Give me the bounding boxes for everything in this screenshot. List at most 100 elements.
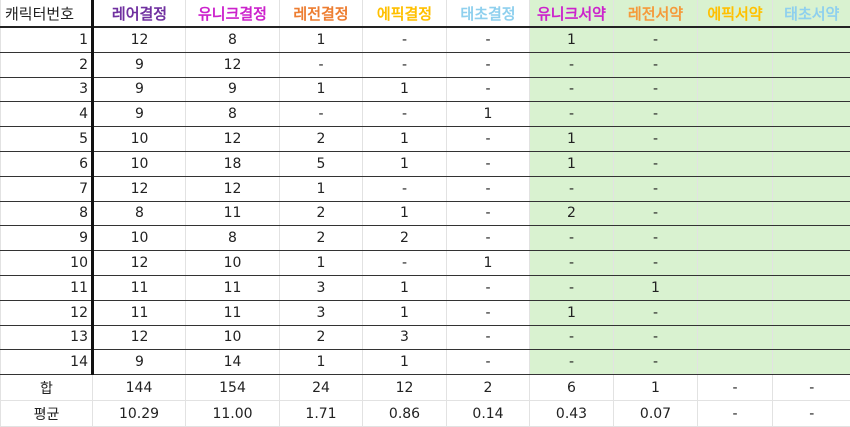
- cell-unique-crystal[interactable]: 18: [186, 151, 280, 176]
- cell-unique-crystal[interactable]: 12: [186, 176, 280, 201]
- cell-legend-crystal[interactable]: 1.71: [280, 401, 363, 427]
- cell-unique-crystal[interactable]: 8: [186, 27, 280, 52]
- cell-unique-pledge[interactable]: -: [530, 176, 614, 201]
- cell-unique-crystal[interactable]: 11: [186, 275, 280, 300]
- cell-unique-crystal[interactable]: 12: [186, 127, 280, 152]
- header-unique-crystal[interactable]: 유니크결정: [186, 0, 280, 27]
- header-epic-pledge[interactable]: 에픽서약: [698, 0, 773, 27]
- cell-primal-crystal[interactable]: 2: [447, 375, 530, 401]
- cell-primal-crystal[interactable]: -: [447, 275, 530, 300]
- cell-epic-pledge[interactable]: [698, 102, 773, 127]
- cell-unique-pledge[interactable]: 1: [530, 127, 614, 152]
- cell-primal-pledge[interactable]: [773, 102, 850, 127]
- cell-legend-crystal[interactable]: 24: [280, 375, 363, 401]
- cell-epic-crystal[interactable]: 1: [363, 77, 447, 102]
- cell-primal-pledge[interactable]: -: [773, 375, 850, 401]
- cell-unique-pledge[interactable]: -: [530, 251, 614, 276]
- cell-unique-pledge[interactable]: -: [530, 275, 614, 300]
- cell-character-number[interactable]: 3: [1, 77, 93, 102]
- cell-legend-pledge[interactable]: -: [614, 27, 698, 52]
- cell-legend-pledge[interactable]: -: [614, 77, 698, 102]
- cell-primal-pledge[interactable]: [773, 151, 850, 176]
- cell-legend-crystal[interactable]: 5: [280, 151, 363, 176]
- cell-legend-crystal[interactable]: -: [280, 102, 363, 127]
- cell-legend-pledge[interactable]: -: [614, 127, 698, 152]
- cell-unique-crystal[interactable]: 154: [186, 375, 280, 401]
- cell-character-number[interactable]: 1: [1, 27, 93, 52]
- cell-unique-pledge[interactable]: 0.43: [530, 401, 614, 427]
- cell-primal-pledge[interactable]: [773, 176, 850, 201]
- cell-epic-crystal[interactable]: -: [363, 27, 447, 52]
- cell-epic-pledge[interactable]: [698, 275, 773, 300]
- cell-unique-crystal[interactable]: 12: [186, 52, 280, 77]
- cell-unique-crystal[interactable]: 8: [186, 226, 280, 251]
- cell-character-number[interactable]: 12: [1, 300, 93, 325]
- cell-epic-crystal[interactable]: -: [363, 102, 447, 127]
- cell-primal-pledge[interactable]: [773, 127, 850, 152]
- cell-character-number[interactable]: 8: [1, 201, 93, 226]
- cell-rare-crystal[interactable]: 10: [93, 127, 186, 152]
- cell-rare-crystal[interactable]: 12: [93, 251, 186, 276]
- cell-legend-crystal[interactable]: 2: [280, 325, 363, 350]
- cell-unique-pledge[interactable]: 1: [530, 27, 614, 52]
- cell-unique-crystal[interactable]: 9: [186, 77, 280, 102]
- cell-unique-pledge[interactable]: -: [530, 52, 614, 77]
- cell-legend-pledge[interactable]: 0.07: [614, 401, 698, 427]
- cell-primal-crystal[interactable]: -: [447, 350, 530, 375]
- cell-primal-pledge[interactable]: [773, 300, 850, 325]
- cell-epic-pledge[interactable]: -: [698, 401, 773, 427]
- cell-character-number[interactable]: 9: [1, 226, 93, 251]
- cell-character-number[interactable]: 5: [1, 127, 93, 152]
- cell-primal-crystal[interactable]: 1: [447, 102, 530, 127]
- cell-unique-pledge[interactable]: -: [530, 102, 614, 127]
- cell-character-number[interactable]: 14: [1, 350, 93, 375]
- cell-primal-crystal[interactable]: 1: [447, 251, 530, 276]
- cell-primal-crystal[interactable]: -: [447, 127, 530, 152]
- cell-epic-pledge[interactable]: [698, 300, 773, 325]
- cell-legend-crystal[interactable]: 1: [280, 251, 363, 276]
- cell-epic-crystal[interactable]: 0.86: [363, 401, 447, 427]
- cell-primal-pledge[interactable]: [773, 226, 850, 251]
- cell-rare-crystal[interactable]: 9: [93, 102, 186, 127]
- cell-legend-crystal[interactable]: 2: [280, 127, 363, 152]
- cell-epic-crystal[interactable]: 3: [363, 325, 447, 350]
- header-legend-pledge[interactable]: 레전서약: [614, 0, 698, 27]
- cell-primal-crystal[interactable]: -: [447, 300, 530, 325]
- cell-epic-crystal[interactable]: 1: [363, 300, 447, 325]
- cell-character-number[interactable]: 4: [1, 102, 93, 127]
- cell-rare-crystal[interactable]: 9: [93, 52, 186, 77]
- cell-legend-pledge[interactable]: -: [614, 102, 698, 127]
- cell-unique-crystal[interactable]: 10: [186, 325, 280, 350]
- header-epic-crystal[interactable]: 에픽결정: [363, 0, 447, 27]
- cell-epic-pledge[interactable]: [698, 151, 773, 176]
- cell-rare-crystal[interactable]: 10: [93, 151, 186, 176]
- cell-primal-pledge[interactable]: [773, 350, 850, 375]
- cell-legend-pledge[interactable]: -: [614, 201, 698, 226]
- cell-rare-crystal[interactable]: 8: [93, 201, 186, 226]
- cell-legend-pledge[interactable]: -: [614, 251, 698, 276]
- cell-character-number[interactable]: 13: [1, 325, 93, 350]
- cell-rare-crystal[interactable]: 12: [93, 325, 186, 350]
- cell-primal-pledge[interactable]: -: [773, 401, 850, 427]
- cell-unique-pledge[interactable]: -: [530, 325, 614, 350]
- cell-epic-crystal[interactable]: -: [363, 52, 447, 77]
- cell-rare-crystal[interactable]: 12: [93, 27, 186, 52]
- cell-epic-crystal[interactable]: 1: [363, 275, 447, 300]
- cell-rare-crystal[interactable]: 10.29: [93, 401, 186, 427]
- row-label[interactable]: 평균: [1, 401, 93, 427]
- cell-primal-crystal[interactable]: -: [447, 27, 530, 52]
- cell-epic-pledge[interactable]: [698, 325, 773, 350]
- cell-rare-crystal[interactable]: 11: [93, 275, 186, 300]
- cell-legend-pledge[interactable]: -: [614, 350, 698, 375]
- cell-primal-crystal[interactable]: -: [447, 201, 530, 226]
- cell-primal-crystal[interactable]: -: [447, 325, 530, 350]
- header-legend-crystal[interactable]: 레전결정: [280, 0, 363, 27]
- cell-epic-crystal[interactable]: -: [363, 251, 447, 276]
- cell-character-number[interactable]: 11: [1, 275, 93, 300]
- cell-legend-crystal[interactable]: 3: [280, 275, 363, 300]
- cell-epic-crystal[interactable]: -: [363, 176, 447, 201]
- cell-character-number[interactable]: 7: [1, 176, 93, 201]
- cell-legend-pledge[interactable]: -: [614, 325, 698, 350]
- cell-epic-pledge[interactable]: [698, 52, 773, 77]
- cell-primal-crystal[interactable]: -: [447, 226, 530, 251]
